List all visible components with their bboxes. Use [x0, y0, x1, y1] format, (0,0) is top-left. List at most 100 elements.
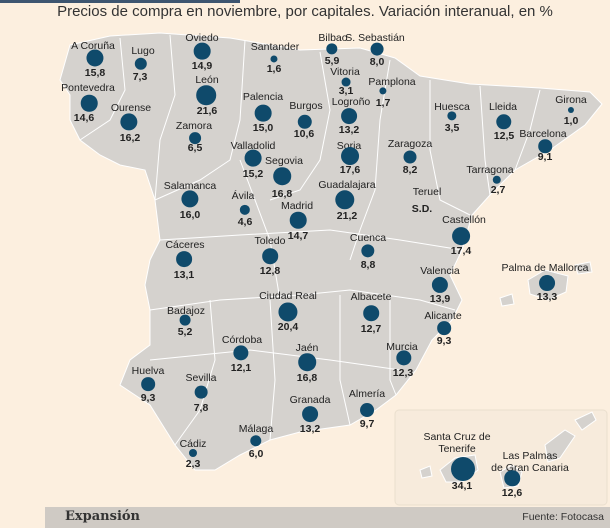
- city-value-castell-n: 17,4: [450, 245, 472, 257]
- city-label-madrid: Madrid: [280, 200, 314, 212]
- city-value-segovia: 16,8: [271, 188, 293, 200]
- city-bubble-toledo: [262, 248, 278, 264]
- city-value-valencia: 13,9: [429, 293, 451, 305]
- city-label-santa-cruz-de-tenerife: Santa Cruz de: [423, 431, 491, 443]
- city-bubble-valencia: [431, 276, 449, 294]
- city-label-le-n: León: [195, 74, 219, 86]
- city-bubble-s-sebasti-n: [370, 42, 384, 56]
- city-label-castell-n: Castellón: [442, 214, 486, 226]
- source-note: Fuente: Fotocasa: [522, 511, 604, 523]
- city-bubble-castell-n: [452, 227, 470, 245]
- map-title: Precios de compra en noviembre, por capi…: [57, 3, 553, 20]
- city-bubble-palma-de-mallorca: [539, 275, 555, 291]
- city-bubble-huelva: [141, 377, 155, 391]
- city-bubble-palencia: [254, 104, 272, 122]
- city-label-bilbao: Bilbao: [318, 32, 348, 44]
- city-value-huelva: 9,3: [140, 392, 156, 404]
- city-value-huesca: 3,5: [444, 122, 460, 134]
- city-value-albacete: 12,7: [360, 323, 382, 335]
- city-value-teruel: S.D.: [411, 203, 433, 215]
- city-bubble-logro-o: [341, 108, 357, 124]
- city-label-murcia: Murcia: [386, 341, 418, 353]
- city-label-sevilla: Sevilla: [185, 372, 217, 384]
- city-bubble-salamanca: [181, 190, 199, 208]
- city-label-ourense: Ourense: [110, 102, 152, 114]
- city-bubble-badajoz: [179, 314, 191, 326]
- city-value-barcelona: 9,1: [537, 151, 553, 163]
- footer-bar: Expansión Fuente: Fotocasa: [45, 507, 610, 528]
- city-bubble-alicante: [437, 321, 451, 335]
- city-bubble-segovia: [273, 167, 291, 185]
- city-label-a-coru-a: A Coruña: [71, 40, 115, 52]
- city-value-lugo: 7,3: [132, 71, 148, 83]
- city-label-salamanca: Salamanca: [163, 180, 217, 192]
- city-bubble-las-palmas-de-gran-canaria: [504, 470, 520, 486]
- city-value-soria: 17,6: [339, 164, 361, 176]
- city-value-murcia: 12,3: [392, 367, 414, 379]
- city-label-c-rdoba: Córdoba: [221, 334, 263, 346]
- city-label-las-palmas-de-gran-canaria: de Gran Canaria: [491, 462, 569, 474]
- city-bubble-santander: [270, 55, 278, 63]
- city-value-santander: 1,6: [266, 63, 282, 75]
- city-value-salamanca: 16,0: [179, 209, 201, 221]
- city-value-tarragona: 2,7: [490, 184, 506, 196]
- city-label-cuenca: Cuenca: [349, 232, 387, 244]
- city-label-zamora: Zamora: [175, 120, 213, 132]
- city-label-huelva: Huelva: [131, 365, 165, 377]
- city-label-valladolid: Valladolid: [230, 140, 276, 152]
- city-value-cuenca: 8,8: [360, 259, 376, 271]
- city-label-pontevedra: Pontevedra: [61, 82, 115, 94]
- city-value--vila: 4,6: [237, 216, 253, 228]
- city-label-logro-o: Logroño: [331, 96, 371, 108]
- city-bubble-ja-n: [298, 353, 316, 371]
- city-value-madrid: 14,7: [287, 230, 309, 242]
- city-label-alicante: Alicante: [424, 310, 462, 322]
- city-value-logro-o: 13,2: [338, 124, 360, 136]
- city-value-girona: 1,0: [563, 115, 579, 127]
- city-bubble-lugo: [134, 57, 148, 71]
- city-label-c-diz: Cádiz: [179, 438, 207, 450]
- city-value-zaragoza: 8,2: [402, 164, 418, 176]
- city-bubble-valladolid: [244, 149, 262, 167]
- city-label-palma-de-mallorca: Palma de Mallorca: [501, 262, 589, 274]
- city-label-pamplona: Pamplona: [368, 76, 416, 88]
- city-value-pontevedra: 14,6: [73, 112, 95, 124]
- city-label-granada: Granada: [289, 394, 331, 406]
- city-label-s-sebasti-n: S. Sebastián: [345, 32, 405, 44]
- city-value-valladolid: 15,2: [242, 168, 264, 180]
- city-value-palma-de-mallorca: 13,3: [536, 291, 558, 303]
- city-label-albacete: Albacete: [350, 291, 392, 303]
- city-bubble-ourense: [120, 113, 138, 131]
- city-label-oviedo: Oviedo: [185, 32, 219, 44]
- city-label-las-palmas-de-gran-canaria: Las Palmas: [502, 450, 558, 462]
- city-label-c-ceres: Cáceres: [165, 239, 205, 251]
- city-value-c-diz: 2,3: [185, 458, 201, 470]
- city-label-almer-a: Almería: [348, 388, 386, 400]
- city-label-santa-cruz-de-tenerife: Tenerife: [438, 443, 476, 455]
- city-label-valencia: Valencia: [420, 265, 460, 277]
- city-value-oviedo: 14,9: [191, 60, 213, 72]
- city-bubble-a-coru-a: [86, 49, 104, 67]
- city-value-alicante: 9,3: [436, 335, 452, 347]
- city-label-guadalajara: Guadalajara: [318, 179, 376, 191]
- city-bubble-madrid: [289, 211, 307, 229]
- city-bubble-le-n: [196, 85, 216, 105]
- city-bubble-huesca: [447, 111, 457, 121]
- city-value-ciudad-real: 20,4: [277, 321, 299, 333]
- city-value-s-sebasti-n: 8,0: [369, 56, 385, 68]
- city-value-c-rdoba: 12,1: [230, 362, 252, 374]
- city-value-lleida: 12,5: [493, 130, 515, 142]
- city-bubble-ciudad-real: [278, 302, 298, 322]
- city-bubble-tarragona: [492, 175, 502, 185]
- city-value-ourense: 16,2: [119, 132, 141, 144]
- city-bubble-lleida: [496, 114, 512, 130]
- city-bubble-almer-a: [360, 403, 374, 417]
- city-value-zamora: 6,5: [187, 142, 203, 154]
- city-bubble-c-diz: [189, 449, 197, 457]
- city-bubble-soria: [341, 147, 359, 165]
- city-value-burgos: 10,6: [293, 128, 315, 140]
- top-accent-bar: [0, 0, 240, 3]
- city-label-segovia: Segovia: [265, 155, 303, 167]
- city-bubble-pamplona: [379, 87, 387, 95]
- city-value-guadalajara: 21,2: [336, 210, 358, 222]
